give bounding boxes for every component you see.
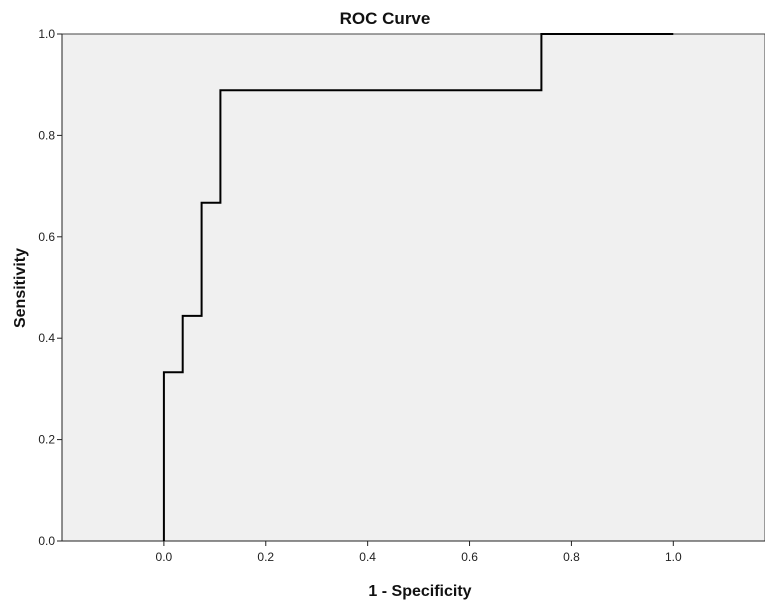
series-group [162, 33, 674, 541]
y-tick-label: 0.4 [38, 331, 55, 345]
y-tick-label: 0.6 [38, 230, 55, 244]
x-tick-label: 1.0 [665, 550, 682, 564]
x-tick-label: 0.0 [156, 550, 173, 564]
y-tick-label: 0.8 [38, 128, 55, 142]
x-axis-label: 1 - Specificity [368, 583, 471, 600]
chart-title: ROC Curve [340, 9, 431, 28]
y-tick-label: 0.2 [38, 433, 55, 447]
x-tick-label: 0.2 [257, 550, 274, 564]
y-axis: 0.0 0.2 0.4 0.6 0.8 1.0 [38, 27, 63, 548]
plot-area [61, 33, 765, 542]
x-tick-label: 0.6 [461, 550, 478, 564]
roc-series-line [162, 33, 674, 541]
y-tick-label: 1.0 [38, 27, 55, 41]
y-tick-label: 0.0 [38, 534, 55, 548]
x-tick-label: 0.8 [563, 550, 580, 564]
x-tick-label: 0.4 [359, 550, 376, 564]
x-axis: 0.0 0.2 0.4 0.6 0.8 1.0 [62, 540, 765, 564]
y-axis-label: Sensitivity [12, 248, 29, 328]
